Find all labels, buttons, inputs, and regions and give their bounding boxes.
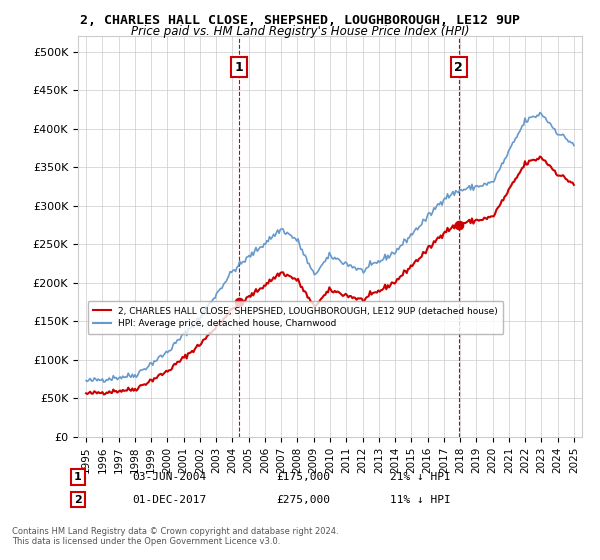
Text: 2, CHARLES HALL CLOSE, SHEPSHED, LOUGHBOROUGH, LE12 9UP: 2, CHARLES HALL CLOSE, SHEPSHED, LOUGHBO… — [80, 14, 520, 27]
Text: 11% ↓ HPI: 11% ↓ HPI — [390, 494, 451, 505]
Text: 1: 1 — [74, 472, 82, 482]
Text: 01-DEC-2017: 01-DEC-2017 — [132, 494, 206, 505]
Text: Price paid vs. HM Land Registry's House Price Index (HPI): Price paid vs. HM Land Registry's House … — [131, 25, 469, 38]
Text: 2: 2 — [454, 60, 463, 74]
Text: 21% ↓ HPI: 21% ↓ HPI — [390, 472, 451, 482]
Text: Contains HM Land Registry data © Crown copyright and database right 2024.
This d: Contains HM Land Registry data © Crown c… — [12, 526, 338, 546]
Text: 03-JUN-2004: 03-JUN-2004 — [132, 472, 206, 482]
Text: 1: 1 — [235, 60, 244, 74]
Text: £175,000: £175,000 — [276, 472, 330, 482]
Text: £275,000: £275,000 — [276, 494, 330, 505]
Legend: 2, CHARLES HALL CLOSE, SHEPSHED, LOUGHBOROUGH, LE12 9UP (detached house), HPI: A: 2, CHARLES HALL CLOSE, SHEPSHED, LOUGHBO… — [88, 301, 503, 334]
Text: 2: 2 — [74, 494, 82, 505]
